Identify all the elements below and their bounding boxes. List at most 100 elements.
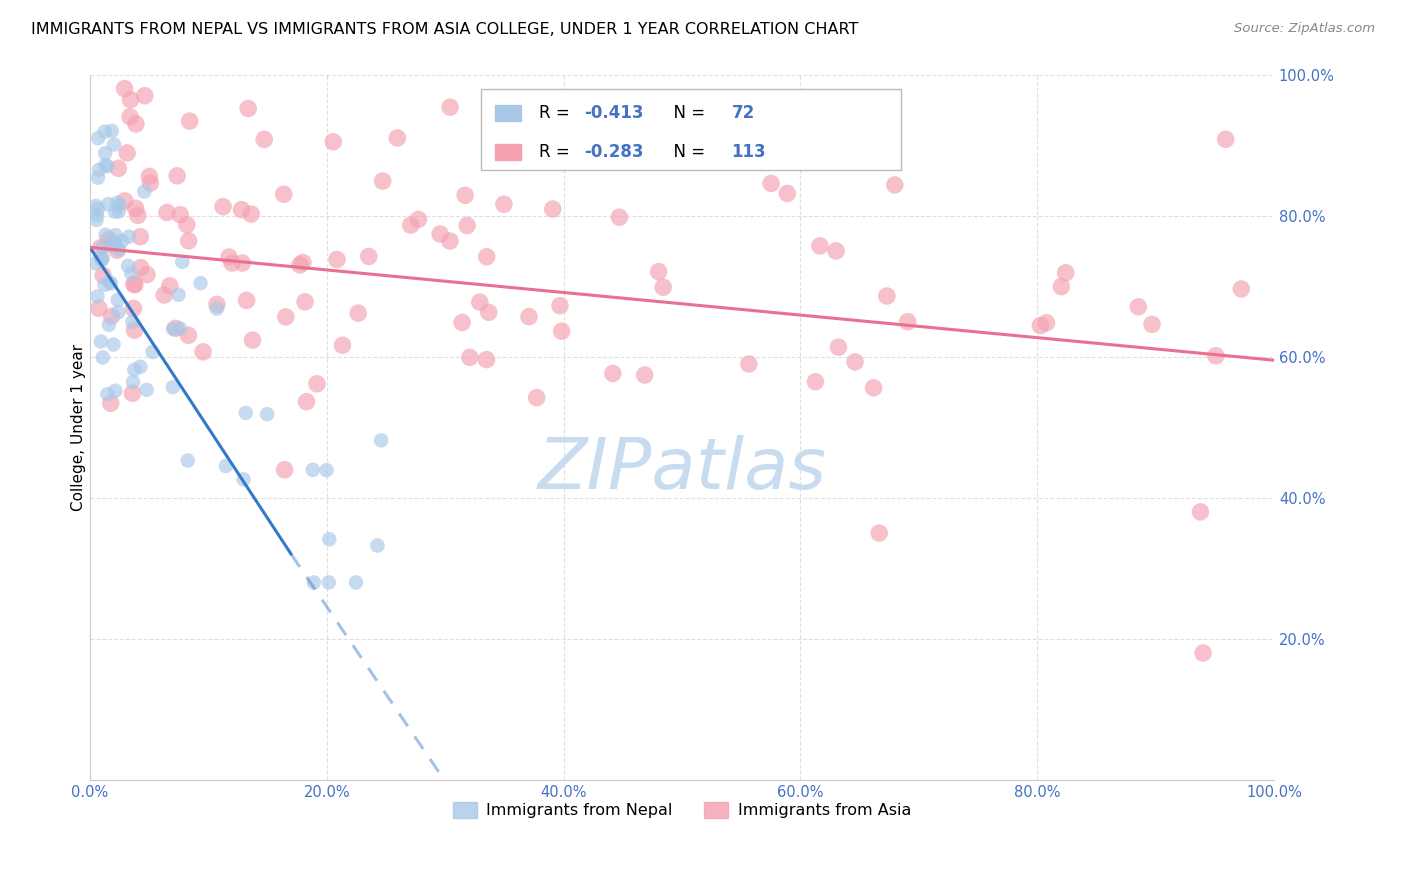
Point [759,177,782,191]
Point [295,394,318,409]
Point [107,305,129,319]
Point [190,276,212,290]
Point [550,324,572,338]
Point [240,207,263,221]
Point [253,132,276,146]
Point [117,259,139,273]
Point [1230,282,1253,296]
Point [315,463,337,477]
Point [844,355,866,369]
Text: IMMIGRANTS FROM NEPAL VS IMMIGRANTS FROM ASIA COLLEGE, UNDER 1 YEAR CORRELATION : IMMIGRANTS FROM NEPAL VS IMMIGRANTS FROM… [31,22,858,37]
Point [103,137,125,152]
Point [301,463,323,477]
Point [318,575,340,590]
Point [256,407,278,421]
Point [439,234,461,248]
Point [111,234,134,248]
Point [124,363,146,377]
Point [291,255,314,269]
Point [827,340,849,354]
Point [107,293,129,307]
Point [548,299,571,313]
Point [135,383,157,397]
Text: -0.413: -0.413 [583,104,643,122]
Point [305,376,328,391]
Point [87,131,110,145]
Point [370,434,392,448]
Point [91,268,114,283]
Point [97,232,120,246]
Point [177,453,200,467]
Point [100,396,122,410]
Point [136,268,159,282]
Point [205,297,228,311]
Point [274,310,297,324]
Point [142,345,165,359]
Point [121,267,143,281]
Point [1029,318,1052,333]
Text: 72: 72 [731,104,755,122]
Point [129,229,152,244]
Point [90,251,112,265]
Point [218,250,240,264]
Point [107,195,129,210]
Text: 113: 113 [731,143,766,161]
Point [176,218,198,232]
Point [121,315,143,329]
Point [118,110,141,124]
Point [87,301,110,316]
Y-axis label: College, Under 1 year: College, Under 1 year [72,343,86,511]
Point [122,375,145,389]
Point [387,131,409,145]
Text: N =: N = [664,143,710,161]
Point [114,81,136,95]
Point [862,381,884,395]
Point [242,333,264,347]
Point [235,293,257,308]
Point [1205,349,1227,363]
Point [456,219,478,233]
Point [634,368,657,382]
Point [883,178,905,192]
Point [371,174,394,188]
Point [100,124,122,138]
Point [868,526,890,541]
Point [87,170,110,185]
Point [302,575,325,590]
Point [191,344,214,359]
Point [1140,318,1163,332]
Point [98,275,121,289]
Point [357,249,380,263]
Point [91,252,114,266]
Point [156,205,179,219]
Point [347,306,370,320]
Point [93,277,115,292]
Point [475,250,498,264]
Point [1192,646,1215,660]
Point [215,458,238,473]
FancyBboxPatch shape [481,88,901,169]
Point [104,384,127,398]
Point [104,235,127,250]
Text: N =: N = [664,104,710,122]
Point [235,406,257,420]
Point [288,258,311,272]
Point [647,265,669,279]
Point [100,310,122,324]
Point [602,367,624,381]
Point [326,252,349,267]
Point [97,318,120,332]
Point [84,199,107,213]
Point [87,202,110,216]
Point [318,533,340,547]
Point [162,380,184,394]
Point [458,351,481,365]
Point [104,235,127,250]
Point [526,391,548,405]
Point [124,323,146,337]
Point [294,294,316,309]
Point [127,208,149,222]
Point [115,145,138,160]
Point [468,295,491,310]
Point [100,277,122,291]
